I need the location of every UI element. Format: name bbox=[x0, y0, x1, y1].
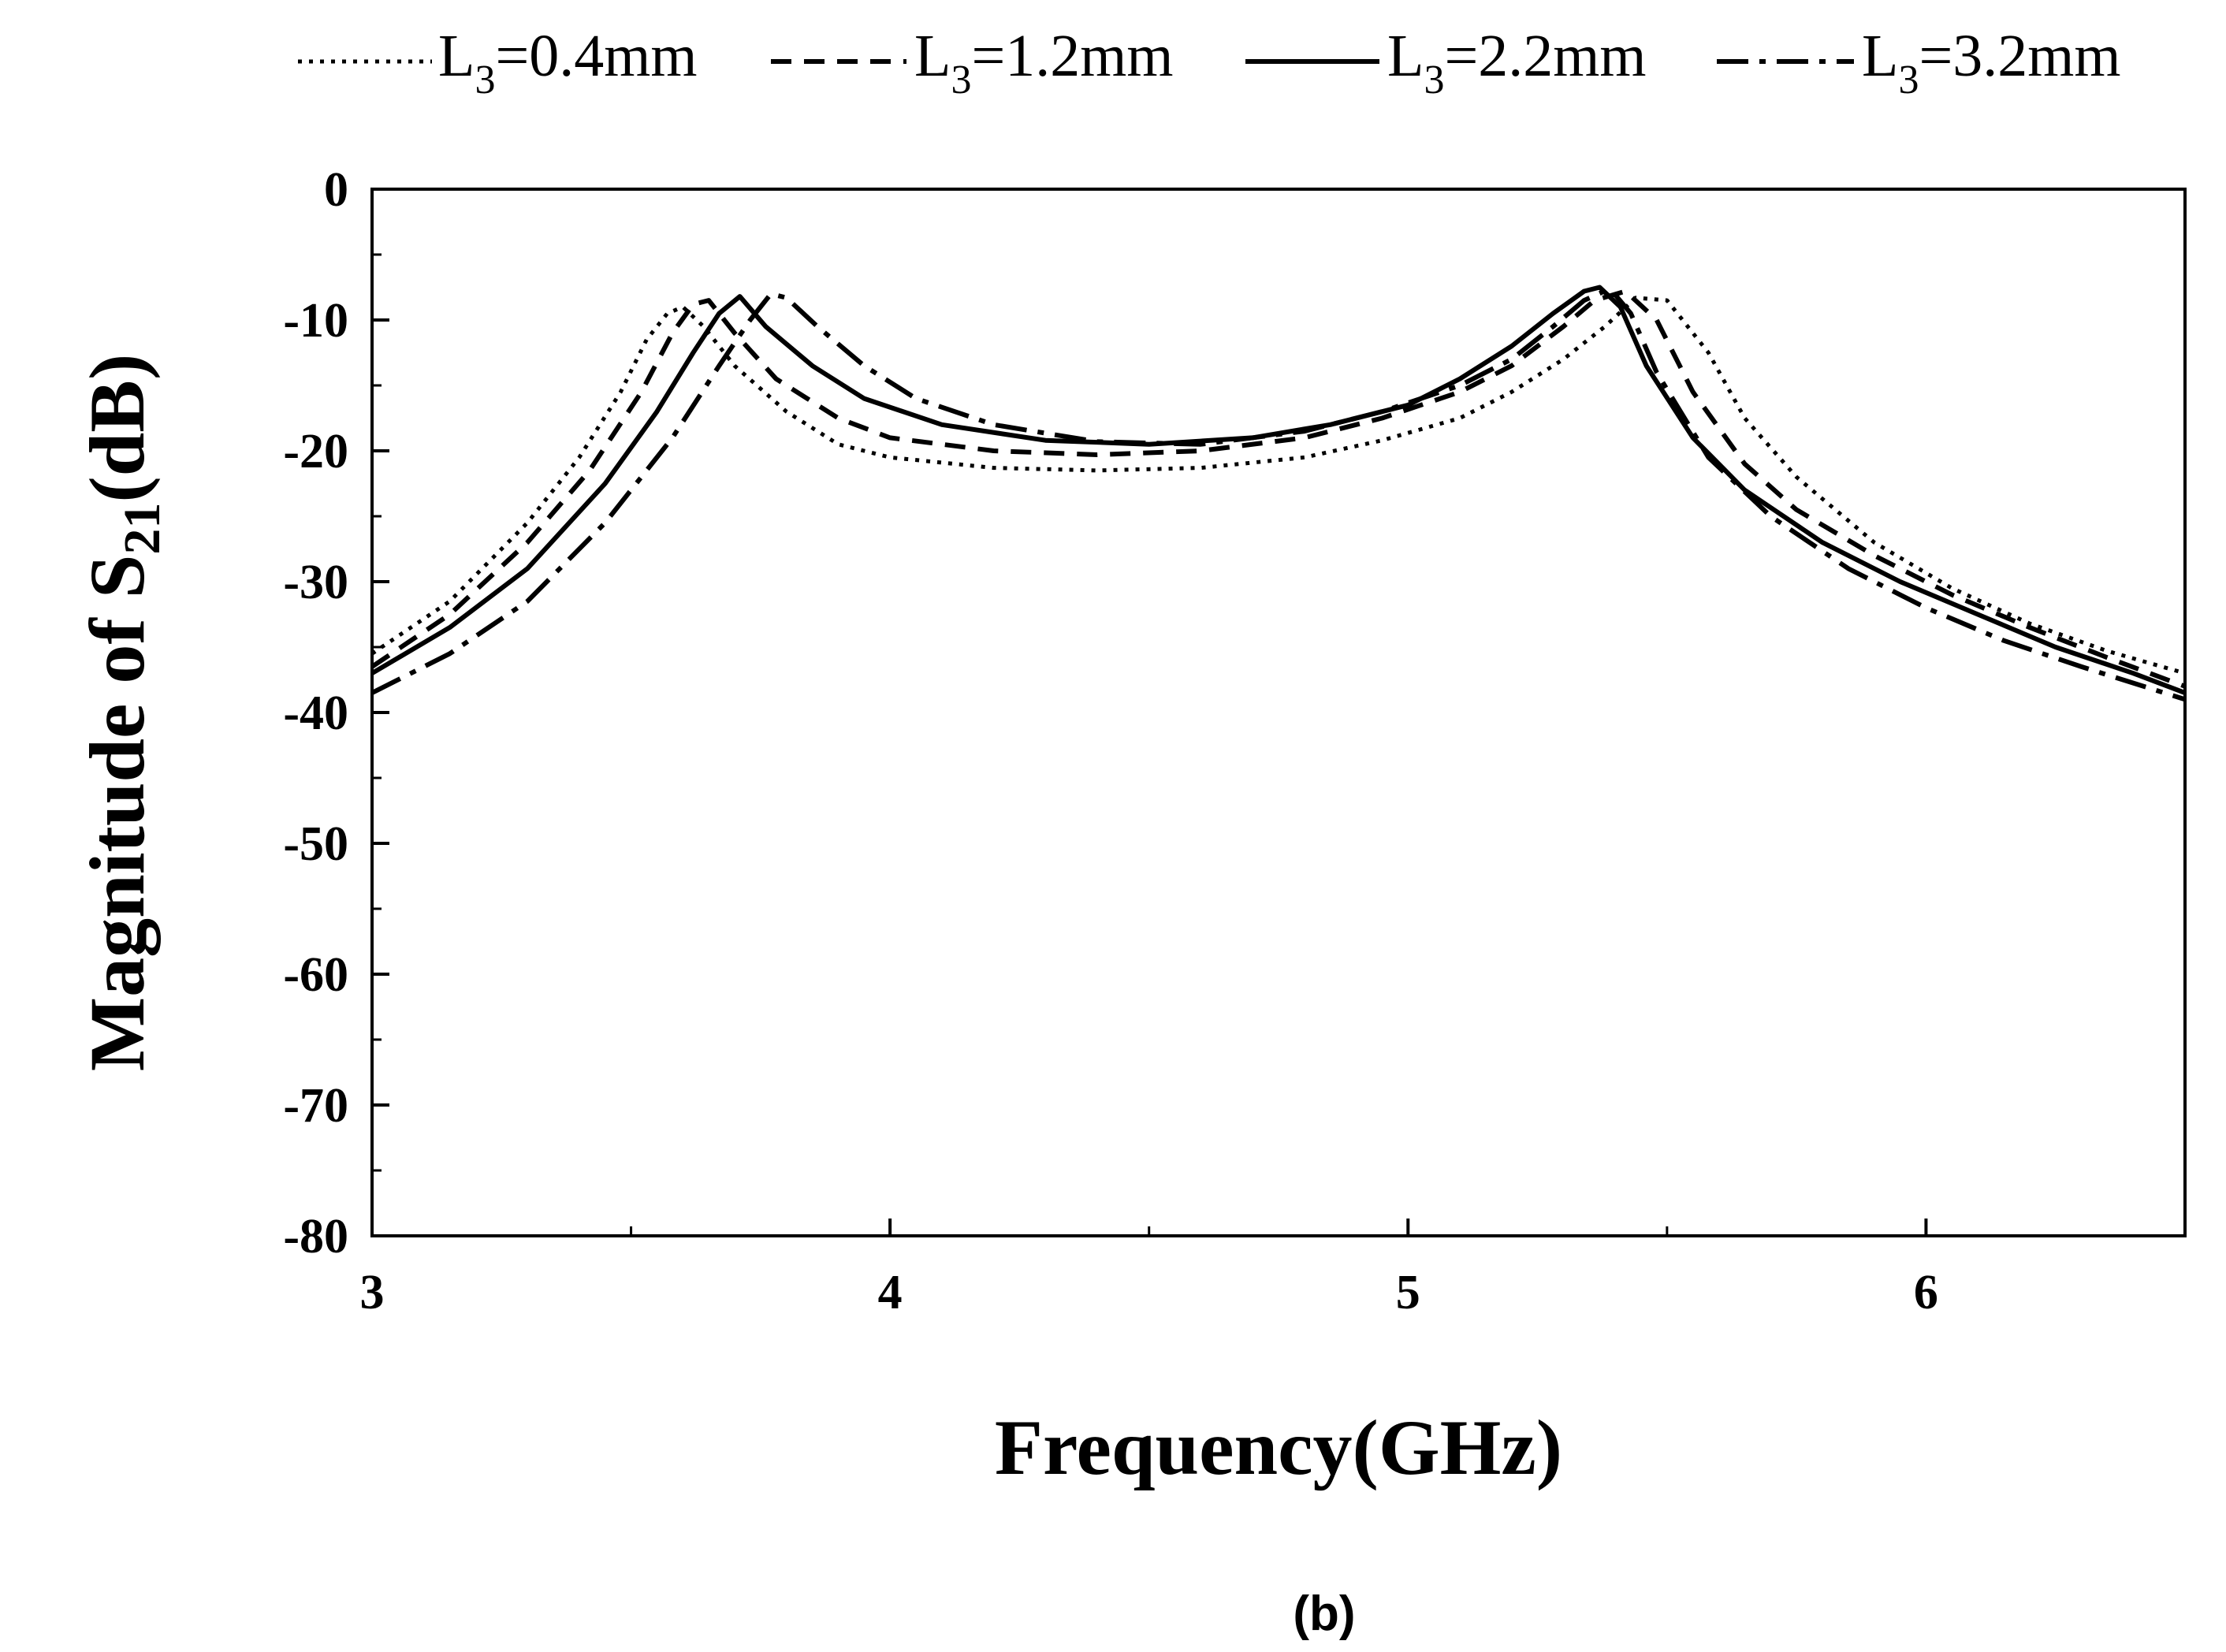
x-axis-ticks: 3 4 5 6 bbox=[360, 1219, 1938, 1319]
y-tick-label: -60 bbox=[283, 948, 348, 1002]
x-axis-title: Frequency(GHz) bbox=[995, 1404, 1562, 1491]
y-tick-label: -30 bbox=[283, 556, 348, 609]
legend-label-3: L3=2.2mm bbox=[1387, 23, 1647, 102]
series-group bbox=[370, 285, 2187, 702]
series-line-4 bbox=[370, 286, 2186, 702]
series-line-2 bbox=[370, 288, 2187, 689]
plot-frame bbox=[370, 188, 2187, 1237]
y-axis-title-sub: 21 bbox=[114, 503, 171, 555]
series-line-1 bbox=[370, 296, 2186, 675]
y-axis-title-prefix: Magnitude of S bbox=[73, 555, 161, 1072]
legend-label-4: L3=3.2mm bbox=[1862, 23, 2121, 102]
y-tick-label: -40 bbox=[283, 686, 348, 740]
series-line-3 bbox=[370, 285, 2187, 695]
y-tick-label: -20 bbox=[283, 425, 348, 478]
x-tick-label: 5 bbox=[1396, 1266, 1420, 1319]
x-tick-label: 6 bbox=[1914, 1266, 1938, 1319]
legend: L3=0.4mm L3=1.2mm L3=2.2mm L3=3.2mm bbox=[298, 23, 2121, 102]
legend-label-1: L3=0.4mm bbox=[438, 23, 698, 102]
y-tick-label: -10 bbox=[283, 294, 348, 348]
x-tick-label: 3 bbox=[360, 1266, 385, 1319]
y-axis-title: Magnitude of S21(dB) bbox=[73, 354, 171, 1072]
figure-caption: (b) bbox=[1293, 1587, 1355, 1641]
legend-label-2: L3=1.2mm bbox=[914, 23, 1174, 102]
y-tick-label: 0 bbox=[324, 163, 348, 217]
y-tick-label: -70 bbox=[283, 1079, 348, 1133]
y-axis-title-suffix: (dB) bbox=[73, 354, 161, 503]
y-tick-label: -80 bbox=[283, 1210, 348, 1263]
y-tick-label: -50 bbox=[283, 817, 348, 871]
y-axis-ticks: 0 -10 -20 -30 -40 -50 -60 -70 -80 bbox=[283, 163, 389, 1263]
x-tick-label: 4 bbox=[878, 1266, 903, 1319]
